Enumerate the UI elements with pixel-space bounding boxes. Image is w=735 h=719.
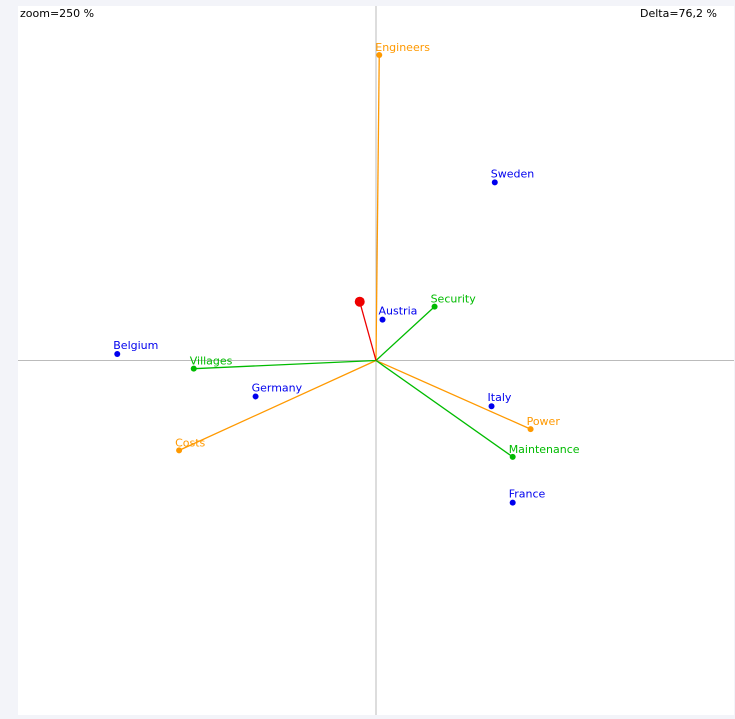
observation-label-austria: Austria bbox=[379, 305, 418, 318]
supplementary-variable-point-security bbox=[431, 303, 438, 310]
zoom-level-label: zoom=250 % bbox=[20, 7, 95, 20]
observation-label-sweden: Sweden bbox=[491, 167, 534, 180]
observation-label-belgium: Belgium bbox=[113, 339, 158, 352]
observation-point-italy[interactable] bbox=[488, 403, 495, 410]
active-variable-line-power bbox=[375, 359, 531, 430]
supplementary-variable-point-villages bbox=[190, 365, 197, 372]
supplementary-variable-label-maintenance: Maintenance bbox=[509, 443, 580, 456]
active-point-line bbox=[359, 301, 377, 361]
supplementary-variable-point-maintenance bbox=[509, 453, 516, 460]
active-variable-point-costs bbox=[176, 447, 183, 454]
active-variable-line-engineers bbox=[375, 55, 380, 361]
active-variable-label-engineers: Engineers bbox=[375, 41, 430, 54]
biplot-canvas[interactable]: Engineers Power Costs Security Villages Maint… bbox=[18, 6, 734, 715]
active-point-marker[interactable] bbox=[354, 296, 365, 307]
observation-point-austria[interactable] bbox=[379, 316, 386, 323]
supplementary-variable-line-maintenance bbox=[375, 359, 514, 458]
observation-point-france[interactable] bbox=[509, 499, 516, 506]
supplementary-variable-label-security: Security bbox=[431, 293, 477, 306]
active-variable-line-costs bbox=[178, 359, 377, 451]
delta-value-label: Delta=76,2 % bbox=[639, 7, 717, 20]
observation-label-france: France bbox=[509, 488, 546, 501]
observation-point-sweden[interactable] bbox=[491, 179, 498, 186]
biplot-svg[interactable]: Engineers Power Costs Security Villages Maint… bbox=[18, 6, 734, 715]
active-variable-label-costs: Costs bbox=[175, 436, 205, 449]
observation-point-germany[interactable] bbox=[252, 393, 259, 400]
supplementary-variable-label-villages: Villages bbox=[190, 355, 233, 368]
active-variable-label-power: Power bbox=[527, 415, 561, 428]
observation-label-italy: Italy bbox=[488, 391, 512, 404]
supplementary-variable-line-security bbox=[375, 306, 436, 361]
supplementary-variable-line-villages bbox=[193, 359, 377, 370]
observation-label-germany: Germany bbox=[252, 381, 303, 394]
observation-point-belgium[interactable] bbox=[114, 350, 121, 357]
active-variable-point-power bbox=[527, 426, 534, 433]
active-variable-point-engineers bbox=[376, 52, 383, 59]
